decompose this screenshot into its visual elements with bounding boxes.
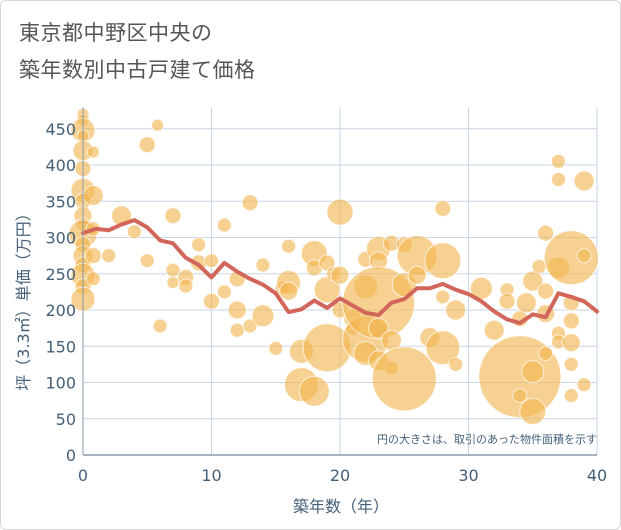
data-point — [216, 217, 232, 233]
data-point — [268, 340, 284, 356]
bubble-layer — [68, 107, 599, 425]
data-point — [178, 278, 194, 294]
data-point — [164, 207, 182, 225]
data-point — [573, 170, 595, 192]
data-point — [298, 375, 330, 407]
data-point — [521, 360, 545, 384]
data-point — [368, 317, 390, 339]
data-point — [139, 253, 155, 269]
data-point — [251, 304, 275, 328]
data-point — [538, 346, 554, 361]
data-point — [85, 271, 101, 287]
data-point — [227, 300, 247, 320]
y-tick-label: 0 — [66, 446, 76, 465]
bubble-size-note: 円の大きさは、取引のあった物件面積を示す — [377, 432, 597, 446]
data-point — [562, 312, 580, 330]
x-axis-label: 築年数（年） — [293, 497, 389, 516]
data-point — [543, 230, 599, 286]
data-point — [550, 153, 566, 169]
data-point — [445, 299, 467, 321]
data-point — [561, 333, 581, 353]
data-point — [371, 346, 437, 412]
data-point — [550, 172, 566, 187]
axes — [82, 107, 597, 456]
chart-title-line-2: 築年数別中古戸建て価格 — [19, 58, 256, 82]
data-point — [434, 200, 452, 217]
data-point — [216, 284, 232, 300]
data-point — [82, 184, 104, 206]
y-tick-label: 250 — [45, 265, 76, 284]
data-point — [279, 281, 299, 301]
data-point — [407, 265, 427, 285]
data-point — [425, 330, 461, 366]
data-point — [255, 257, 271, 273]
x-tick-label: 40 — [587, 466, 607, 485]
data-point — [191, 237, 207, 253]
data-point — [563, 388, 579, 404]
x-tick-label: 20 — [330, 466, 350, 485]
data-point — [576, 377, 592, 393]
data-point — [522, 270, 544, 292]
data-point — [537, 282, 555, 300]
data-point — [86, 145, 100, 159]
data-point — [435, 289, 451, 305]
data-point — [203, 292, 220, 310]
data-point — [424, 242, 462, 280]
y-tick-label: 300 — [45, 229, 76, 248]
y-tick-label: 200 — [45, 301, 76, 320]
data-point — [229, 322, 245, 338]
trend-line — [81, 218, 599, 326]
data-point — [126, 224, 142, 240]
data-point — [241, 194, 259, 212]
data-point — [498, 292, 516, 310]
data-point — [101, 248, 117, 264]
data-point — [519, 398, 547, 425]
x-tick-label: 30 — [458, 466, 478, 485]
y-tick-label: 100 — [45, 374, 76, 393]
data-point — [166, 275, 180, 289]
data-point — [515, 292, 537, 314]
data-point — [563, 356, 579, 372]
tick-labels: 0 50 100 150 200 250 300 350 400 450 0 10 20 30 40 — [45, 120, 607, 485]
data-point — [537, 224, 555, 242]
y-tick-label: 50 — [56, 410, 76, 429]
x-tick-label: 0 — [78, 466, 88, 485]
data-point — [281, 238, 297, 254]
data-point — [84, 247, 102, 265]
data-point — [483, 319, 505, 341]
data-point — [326, 198, 354, 226]
data-point — [512, 388, 528, 404]
data-point — [448, 356, 464, 372]
y-tick-label: 150 — [45, 337, 76, 356]
y-tick-label: 400 — [45, 156, 76, 175]
data-point — [152, 318, 168, 334]
data-point — [330, 265, 350, 285]
data-point — [204, 253, 219, 269]
x-tick-label: 10 — [201, 466, 221, 485]
data-point — [576, 248, 592, 264]
chart-title-line-1: 東京都中野区中央の — [19, 21, 213, 45]
data-point — [138, 136, 156, 154]
y-tick-label: 450 — [45, 120, 76, 139]
y-axis-label: 坪（3.3㎡）単価（万円） — [14, 205, 33, 390]
y-tick-label: 350 — [45, 192, 76, 211]
data-point — [151, 118, 165, 132]
